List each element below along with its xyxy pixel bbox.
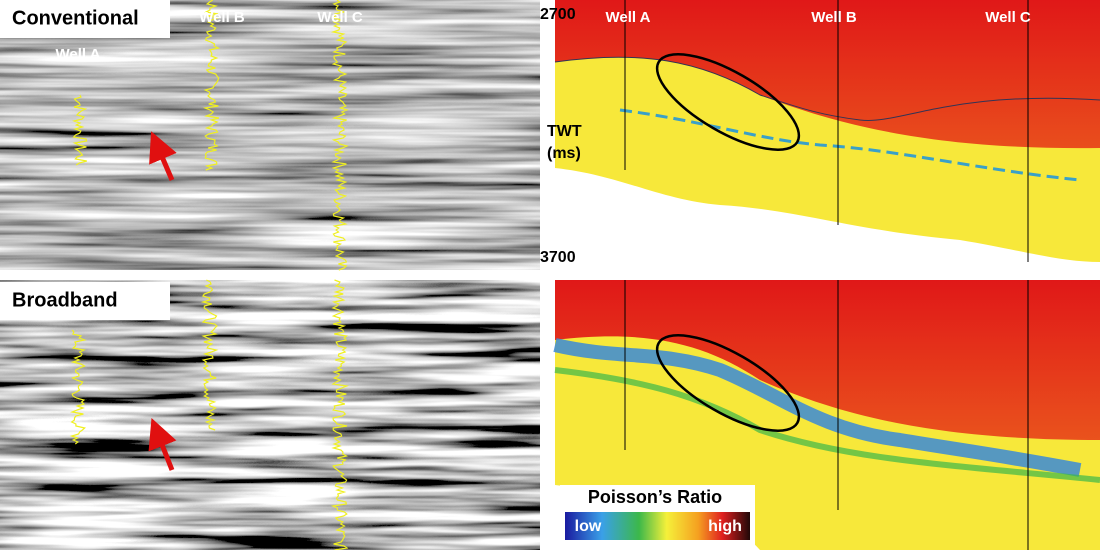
well-logs	[69, 0, 349, 550]
colorbar-high: high	[708, 518, 742, 535]
well-log	[71, 94, 88, 166]
well-log	[330, 279, 349, 550]
mask	[555, 168, 1100, 270]
colorbar-low: low	[575, 518, 602, 535]
colorbar	[565, 512, 750, 540]
panel-label: Broadband	[12, 289, 118, 311]
well-log	[330, 0, 349, 271]
axis-top: 2700	[540, 6, 576, 23]
well-label: Well C	[985, 9, 1031, 26]
axis-label: (ms)	[547, 145, 581, 162]
well-label: Well B	[199, 9, 245, 26]
axis-bottom: 3700	[540, 249, 576, 266]
axis-label: TWT	[547, 123, 582, 140]
panel-label: Conventional	[12, 7, 139, 29]
arrow	[148, 418, 177, 471]
highlight	[655, 53, 801, 151]
label-box	[0, 282, 170, 320]
well-label: Well B	[811, 9, 857, 26]
well-log	[69, 329, 87, 445]
well-label: Well C	[317, 9, 363, 26]
seismic-conventional	[0, 0, 540, 270]
arrow	[149, 131, 177, 181]
anomaly	[554, 367, 1100, 483]
seismic-broadband	[0, 280, 540, 550]
label-box	[0, 0, 170, 38]
highlight	[655, 334, 801, 432]
well-label: Well A	[605, 9, 650, 26]
well-log	[202, 0, 221, 171]
well-label: Well A	[55, 46, 100, 63]
anomaly	[619, 108, 1081, 182]
well-log	[200, 279, 219, 431]
anomaly	[553, 338, 1082, 477]
colorbar-title: Poisson’s Ratio	[588, 487, 722, 507]
